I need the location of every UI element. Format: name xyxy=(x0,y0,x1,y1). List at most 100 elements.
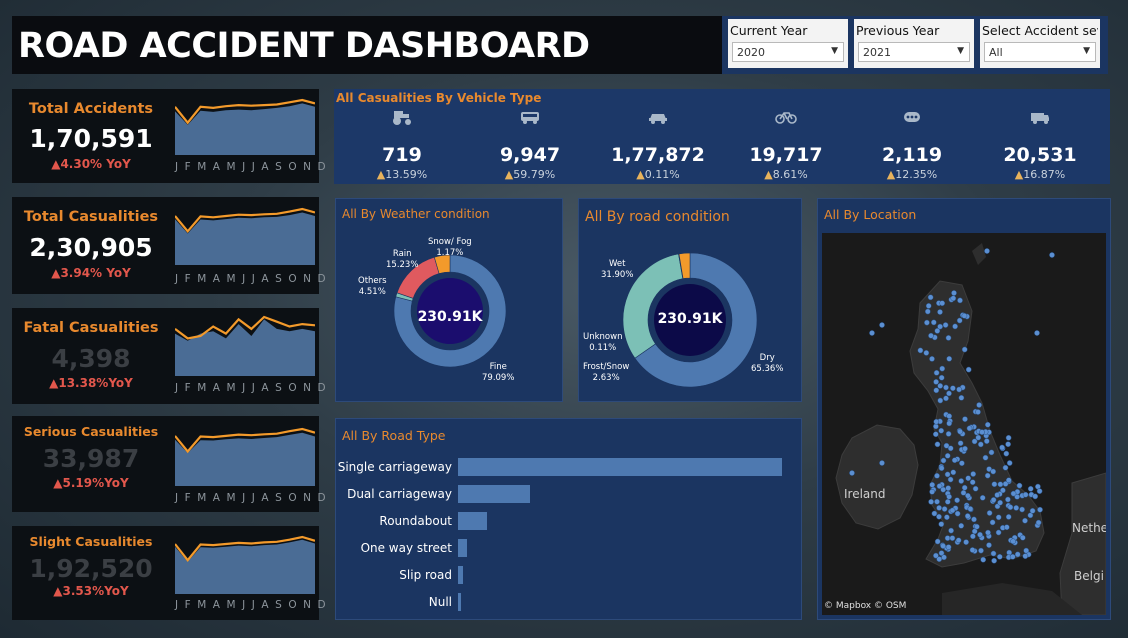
location-point xyxy=(939,365,946,372)
kpi-label: Fatal Casualities xyxy=(23,320,159,336)
location-point xyxy=(970,471,977,477)
location-point xyxy=(938,550,945,556)
line-series xyxy=(175,535,315,562)
bar[interactable] xyxy=(458,539,467,557)
area-series xyxy=(175,103,315,155)
chevron-down-icon[interactable]: ▼ xyxy=(957,46,964,56)
location-point xyxy=(957,440,964,447)
location-point xyxy=(945,335,952,341)
slice-label-unknown: Unknown 0.11% xyxy=(583,332,623,353)
location-point xyxy=(965,492,971,499)
location-point xyxy=(933,387,940,394)
location-point xyxy=(937,383,944,389)
location-point xyxy=(944,452,951,459)
current-year-select[interactable]: 2020 ▼ xyxy=(732,42,844,62)
vehicle-value: 719 xyxy=(382,144,422,166)
location-point xyxy=(934,328,941,334)
location-point xyxy=(960,489,967,496)
location-point xyxy=(931,510,938,517)
tractor-icon xyxy=(393,111,411,125)
location-point xyxy=(954,497,960,504)
area-series xyxy=(175,432,315,486)
bar[interactable] xyxy=(458,485,530,503)
kpi-value: 1,92,520 xyxy=(29,554,153,583)
previous-year-filter[interactable]: Previous Year 2021 ▼ xyxy=(854,19,974,68)
severity-select[interactable]: All ▼ xyxy=(984,42,1096,62)
slice-label-others: Others 4.51% xyxy=(358,276,387,297)
location-point xyxy=(956,317,963,324)
location-point xyxy=(985,529,991,536)
month-axis: J F M A M J J A S O N D xyxy=(175,161,328,173)
location-point xyxy=(965,475,972,482)
vehicle-value: 9,947 xyxy=(499,144,561,166)
location-point xyxy=(937,323,943,330)
location-point xyxy=(1014,551,1021,558)
location-point xyxy=(923,350,930,356)
location-point xyxy=(958,478,965,484)
location-point xyxy=(1035,519,1042,526)
location-point xyxy=(997,499,1003,506)
panel-title: All Casualities By Vehicle Type xyxy=(336,91,542,105)
location-point xyxy=(1016,482,1023,489)
kpi-yoy: ▲3.53%YoY xyxy=(53,584,129,598)
bar-label: Single carriageway xyxy=(337,460,452,474)
location-point xyxy=(933,379,939,385)
location-point xyxy=(945,485,952,491)
location-point xyxy=(939,300,946,307)
location-point xyxy=(944,535,951,541)
location-point xyxy=(1007,504,1014,511)
bar-label: Null xyxy=(428,595,452,609)
location-point xyxy=(937,397,944,404)
location-point xyxy=(976,402,982,408)
kpi-yoy: ▲4.30% YoY xyxy=(51,157,131,171)
location-point xyxy=(933,423,939,430)
bar[interactable] xyxy=(458,566,463,584)
vehicle-yoy: ▲16.87% xyxy=(1014,168,1066,181)
chevron-down-icon[interactable]: ▼ xyxy=(1083,46,1090,56)
bar[interactable] xyxy=(458,512,487,530)
location-point xyxy=(943,442,950,449)
vehicle-car: 1,77,872 ▲0.11% xyxy=(598,107,718,181)
kpi-label: Serious Casualities xyxy=(23,424,159,439)
location-point xyxy=(975,409,981,415)
sparkline-chart xyxy=(175,315,315,376)
page-title: ROAD ACCIDENT DASHBOARD xyxy=(18,26,590,66)
location-point xyxy=(946,390,952,397)
bar[interactable] xyxy=(458,593,461,611)
bar[interactable] xyxy=(458,458,782,476)
location-point xyxy=(1005,477,1012,484)
previous-year-select[interactable]: 2021 ▼ xyxy=(858,42,970,62)
accident-locations xyxy=(849,248,1055,564)
location-point xyxy=(962,445,968,452)
select-value: 2021 xyxy=(863,46,891,59)
panel-title: All By road condition xyxy=(585,209,730,225)
current-year-filter[interactable]: Current Year 2020 ▼ xyxy=(728,19,848,68)
location-point xyxy=(950,295,957,302)
location-point xyxy=(1019,506,1025,513)
vehicle-yoy: ▲0.11% xyxy=(636,168,680,181)
slice-label-wet: Wet 31.90% xyxy=(601,259,634,280)
kpi-value: 2,30,905 xyxy=(29,233,153,262)
sparkline-chart xyxy=(175,427,315,486)
filter-label: Select Accident sev.. xyxy=(982,23,1098,38)
chevron-down-icon[interactable]: ▼ xyxy=(831,46,838,56)
slice-label-fine: Fine 79.09% xyxy=(482,362,515,383)
location-map[interactable]: Ireland Nethe Belgi © Mapbox © OSM xyxy=(822,233,1106,615)
kpi-yoy: ▲3.94% YoY xyxy=(51,266,131,280)
panel-title: All By Location xyxy=(824,207,917,222)
location-point xyxy=(924,308,931,315)
panel-title: All By Road Type xyxy=(342,428,446,443)
location-point xyxy=(938,521,945,527)
location-point xyxy=(961,346,968,353)
location-point xyxy=(971,516,977,523)
location-point xyxy=(947,476,954,483)
severity-filter[interactable]: Select Accident sev.. All ▼ xyxy=(980,19,1100,68)
location-point xyxy=(986,510,993,516)
location-point xyxy=(1005,496,1011,503)
location-point xyxy=(986,542,992,548)
car-icon xyxy=(649,114,667,124)
kpi-label: Total Casualities xyxy=(23,209,159,225)
location-point xyxy=(944,498,951,505)
vehicle-yoy: ▲8.61% xyxy=(764,168,808,181)
kpi-yoy: ▲13.38%YoY xyxy=(49,376,133,390)
